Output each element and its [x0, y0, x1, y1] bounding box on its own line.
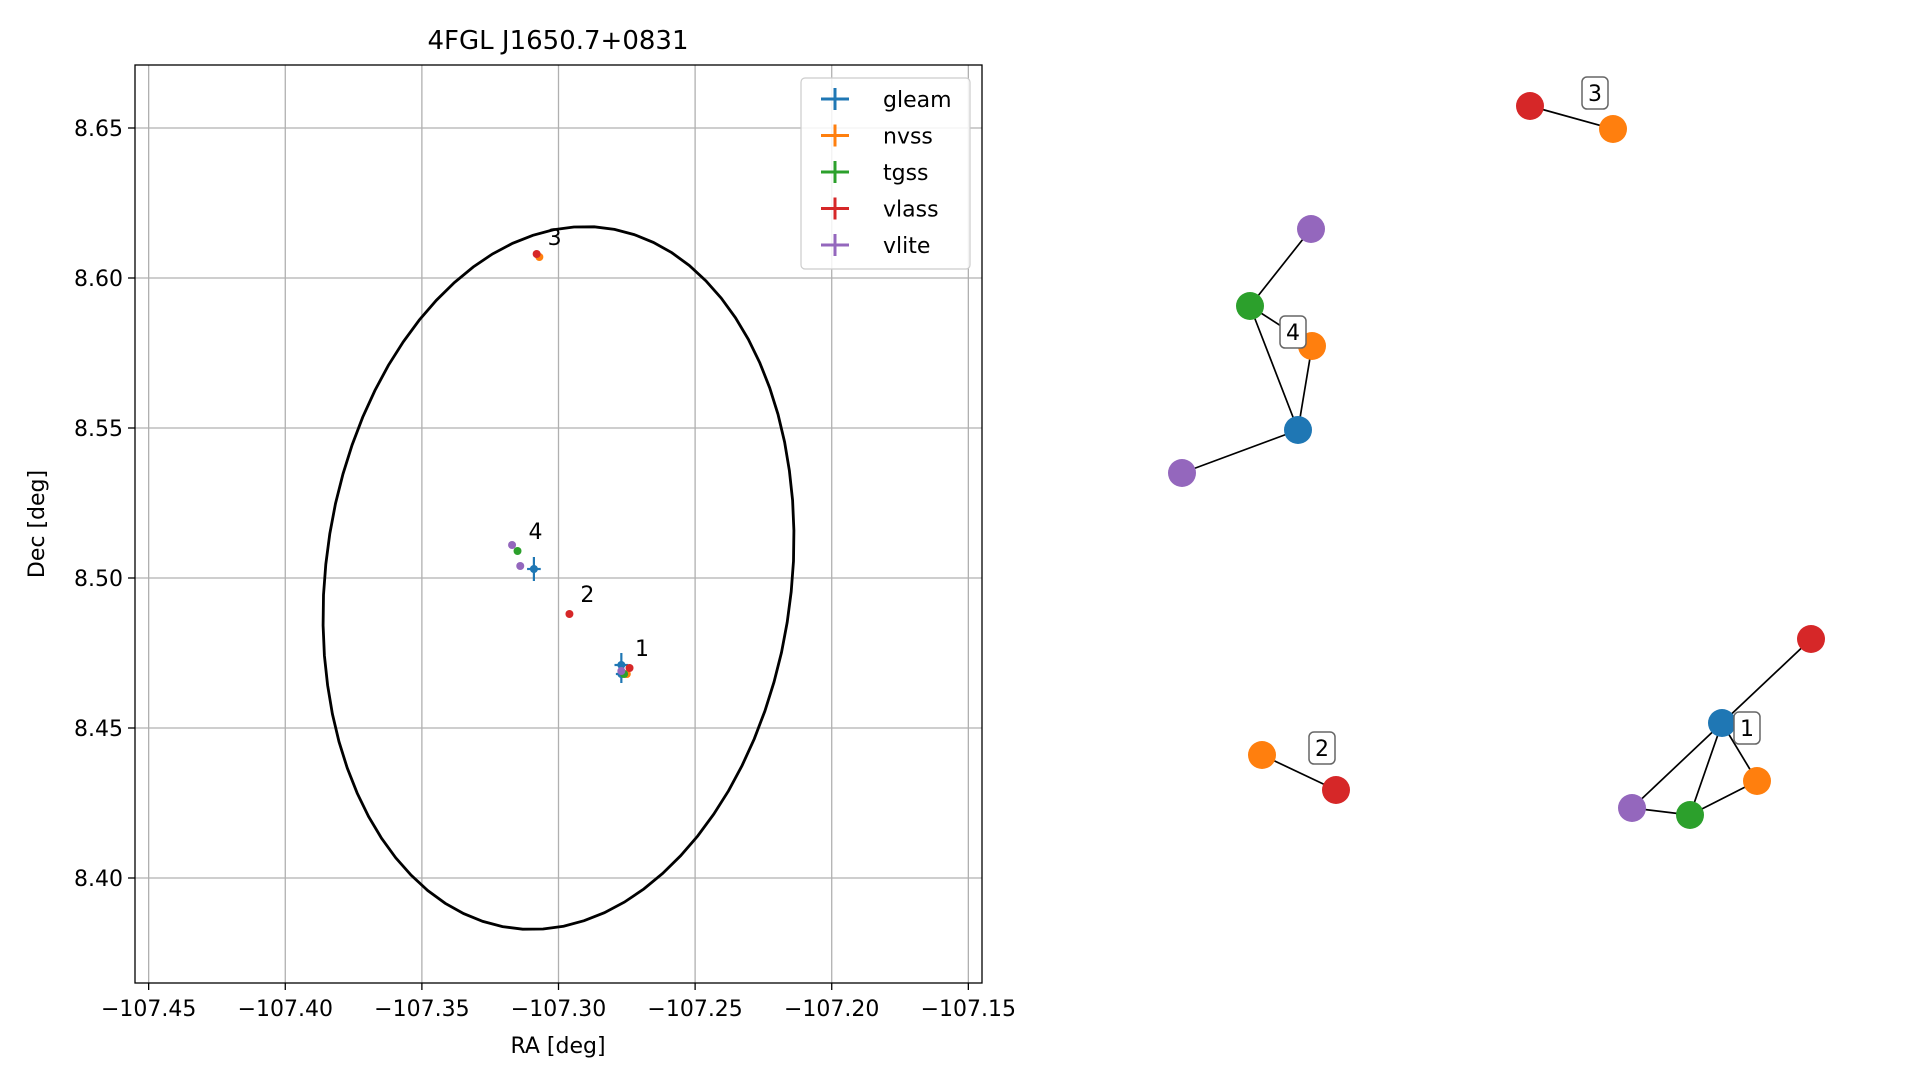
network-edges — [1181, 105, 1812, 816]
network-edge — [1721, 638, 1812, 724]
data-point-vlass — [532, 250, 541, 258]
y-tick-label: 8.40 — [74, 867, 123, 892]
legend-entry-gleam: gleam — [821, 88, 952, 113]
network-panel: 1 2 3 4 — [1168, 76, 1825, 829]
network-node-vlass — [1322, 776, 1350, 804]
label-box — [1581, 76, 1609, 110]
label-box — [1279, 315, 1307, 349]
network-edge — [1297, 345, 1313, 431]
point-annotation: 1 — [635, 637, 649, 662]
legend-entry-vlass: vlass — [821, 197, 939, 223]
network-edge — [1631, 722, 1723, 809]
marker — [617, 667, 626, 675]
y-tick-label: 8.60 — [74, 267, 123, 292]
data-point-tgss — [513, 547, 522, 555]
network-node-tgss — [1676, 801, 1704, 829]
data-point-vlite — [617, 667, 626, 675]
label-box — [1733, 711, 1761, 745]
legend-entry-vlite: vlite — [821, 234, 930, 259]
legend-label: vlite — [883, 234, 930, 259]
point-annotation: 3 — [548, 226, 562, 251]
legend-label: vlass — [883, 198, 939, 223]
tick-layer: −107.45 −107.40 −107.35 −107.30 −107.25 −107.… — [74, 117, 1016, 1022]
marker — [513, 547, 522, 555]
x-tick-label: −107.35 — [374, 997, 469, 1022]
data-point-vlite — [516, 562, 525, 570]
network-edge — [1689, 722, 1723, 816]
network-node-gleam — [1284, 416, 1312, 444]
x-tick-label: −107.20 — [784, 997, 879, 1022]
marker — [529, 565, 538, 573]
network-group-label: 2 — [1308, 731, 1336, 765]
x-tick-label: −107.30 — [511, 997, 606, 1022]
legend-box — [800, 77, 971, 270]
network-node-gleam — [1708, 709, 1736, 737]
network-node-vlite — [1618, 794, 1646, 822]
network-node-vlass — [1797, 625, 1825, 653]
group-label-text: 3 — [1588, 82, 1602, 107]
data-point-vlass — [565, 610, 574, 618]
x-tick-label: −107.40 — [238, 997, 333, 1022]
marker — [516, 562, 525, 570]
network-node-vlass — [1516, 92, 1544, 120]
label-box — [1308, 731, 1336, 765]
scatter-panel: 1 2 3 4 −107.45 −107.40 −107.35 −107.30 −107.25… — [25, 26, 1016, 1059]
legend-entry-tgss: tgss — [821, 161, 929, 186]
group-label-text: 2 — [1315, 737, 1329, 762]
marker — [532, 250, 541, 258]
marker — [625, 664, 634, 672]
error-ellipse-layer — [321, 225, 796, 931]
network-edge — [1249, 305, 1299, 431]
network-node-vlite — [1168, 459, 1196, 487]
legend-items: gleam nvss tgss vlass vlite — [821, 88, 952, 259]
network-group-label: 1 — [1733, 711, 1761, 745]
network-node-nvss — [1743, 767, 1771, 795]
network-node-vlite — [1297, 215, 1325, 243]
error-ellipse — [321, 225, 796, 931]
point-annotation: 2 — [580, 583, 594, 608]
y-tick-label: 8.55 — [74, 417, 123, 442]
data-point-gleam — [527, 557, 541, 581]
data-point-vlite — [508, 541, 517, 549]
network-edge — [1529, 105, 1614, 130]
group-label-text: 1 — [1740, 717, 1754, 742]
chart-title: 4FGL J1650.7+0831 — [428, 26, 689, 56]
network-group-labels: 1 2 3 4 — [1279, 76, 1761, 765]
group-label-text: 4 — [1286, 321, 1300, 346]
legend-label: tgss — [883, 161, 929, 186]
marker — [565, 610, 574, 618]
network-node-nvss — [1248, 741, 1276, 769]
x-axis-label: RA [deg] — [510, 1034, 605, 1059]
network-edge — [1249, 228, 1312, 307]
data-points-layer — [508, 250, 634, 683]
annotation-layer: 1 2 3 4 — [528, 226, 649, 662]
x-tick-label: −107.15 — [921, 997, 1016, 1022]
point-annotation: 4 — [528, 520, 542, 545]
network-edge — [1181, 429, 1299, 474]
x-tick-label: −107.25 — [647, 997, 742, 1022]
y-tick-label: 8.45 — [74, 717, 123, 742]
y-axis-label: Dec [deg] — [25, 470, 50, 578]
x-tick-label: −107.45 — [101, 997, 196, 1022]
grid-layer — [135, 65, 982, 983]
legend: gleam nvss tgss vlass vlite — [800, 77, 971, 270]
marker — [508, 541, 517, 549]
network-node-nvss — [1599, 115, 1627, 143]
y-tick-label: 8.65 — [74, 117, 123, 142]
network-node-tgss — [1236, 292, 1264, 320]
network-group-label: 3 — [1581, 76, 1609, 110]
legend-label: gleam — [883, 88, 952, 113]
data-point-vlass — [625, 664, 634, 672]
legend-entry-nvss: nvss — [821, 124, 933, 150]
network-nodes — [1168, 92, 1825, 829]
y-tick-label: 8.50 — [74, 567, 123, 592]
legend-label: nvss — [883, 125, 933, 150]
network-group-label: 4 — [1279, 315, 1307, 349]
